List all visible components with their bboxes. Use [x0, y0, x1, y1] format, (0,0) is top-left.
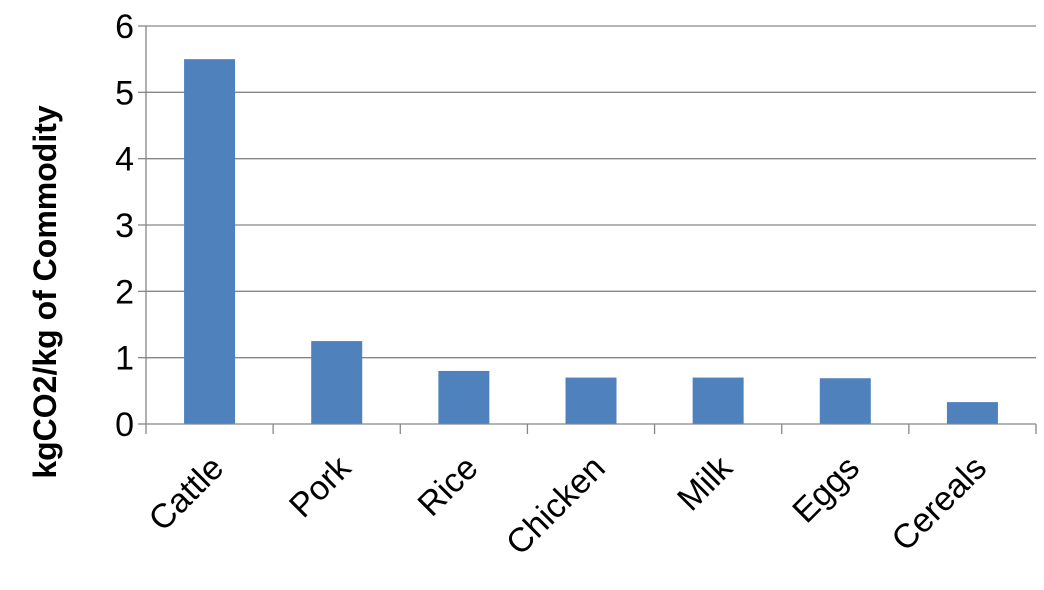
gridlines: [146, 25, 1036, 359]
y-tick-label: 3: [115, 207, 134, 245]
bar-rice: [438, 370, 490, 424]
x-tick-label: Pork: [282, 448, 359, 525]
x-tick-label: Cattle: [142, 449, 232, 539]
bar-eggs: [819, 378, 871, 424]
axes: [138, 25, 1037, 434]
y-tick-label: 5: [115, 74, 134, 112]
x-tick-label: Chicken: [499, 449, 613, 563]
y-tick-label: 1: [115, 340, 134, 378]
y-tick-label: 2: [115, 273, 134, 311]
y-axis-title: kgCO2/kg of Commodity: [27, 105, 63, 479]
x-tick-label: Rice: [411, 449, 486, 524]
y-tick-label: 6: [115, 8, 134, 46]
bar-pork: [311, 341, 363, 424]
x-tick-label: Cereals: [884, 449, 994, 559]
x-tick-label: Eggs: [785, 449, 867, 531]
bar-cereals: [946, 402, 998, 424]
y-tick-label: 4: [115, 141, 134, 179]
y-tick-labels: 0 1 2 3 4 5 6: [115, 8, 134, 444]
bar-cattle: [184, 59, 236, 425]
x-tick-label: Milk: [670, 448, 740, 518]
y-tick-label: 0: [115, 406, 134, 444]
bars: [184, 59, 998, 425]
bar-milk: [692, 377, 744, 424]
x-tick-labels: Cattle Pork Rice Chicken Milk Eggs Cereals: [142, 448, 995, 562]
bar-chicken: [565, 377, 617, 424]
